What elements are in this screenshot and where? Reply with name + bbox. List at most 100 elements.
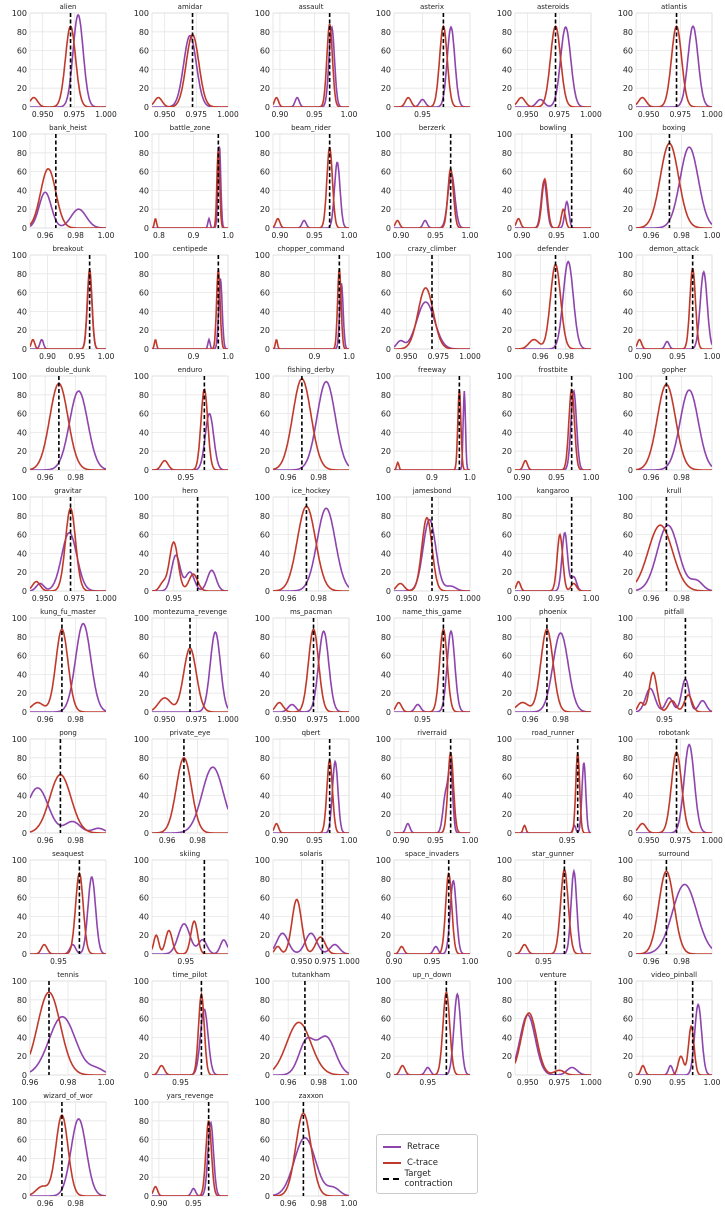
y-tick-label: 80 — [139, 1117, 149, 1126]
y-tick-label: 100 — [618, 9, 633, 18]
plot-frame — [29, 738, 107, 834]
y-tick-label: 0 — [22, 224, 27, 233]
subplot-title: chopper_command — [277, 245, 344, 253]
series-line-retrace — [394, 629, 470, 712]
y-tick-label: 20 — [623, 689, 633, 698]
y-tick-label: 60 — [623, 773, 633, 782]
subplot-title: gopher — [662, 366, 687, 374]
series-line-ctrace — [515, 628, 591, 712]
y-tick-label: 80 — [139, 391, 149, 400]
y-tick-label: 20 — [260, 84, 270, 93]
series-line-ctrace — [30, 871, 106, 954]
y-tick-label: 20 — [502, 326, 512, 335]
y-tick-label: 20 — [381, 689, 391, 698]
y-tick-label: 100 — [497, 130, 512, 139]
y-tick-label: 100 — [618, 856, 633, 865]
legend: Retrace C-trace Target contraction — [376, 1134, 478, 1194]
series-line-ctrace — [30, 167, 106, 228]
y-tick-label: 0 — [265, 1192, 270, 1201]
x-tick-label: 0.975 — [670, 110, 692, 119]
series-line-ctrace — [636, 671, 712, 712]
x-tick-label: 1.000 — [338, 957, 360, 966]
series-line-retrace — [30, 390, 106, 470]
y-tick-label: 40 — [260, 1033, 270, 1042]
subplot-amidar: 0 20 40 60 80 100 0.950 0.975 1.000 amidar — [134, 3, 239, 119]
y-tick-label: 40 — [17, 549, 27, 558]
y-tick-label: 0 — [386, 829, 391, 838]
y-tick-label: 60 — [623, 652, 633, 661]
y-tick-label: 0 — [628, 708, 633, 717]
y-tick-label: 40 — [502, 670, 512, 679]
series-line-ctrace — [152, 541, 228, 591]
plot-frame — [635, 12, 713, 108]
y-tick-label: 20 — [381, 931, 391, 940]
subplot-assault: 0 20 40 60 80 100 0.90 0.95 1.00 assault — [255, 3, 358, 119]
series-line-retrace — [152, 554, 228, 591]
x-tick-label: 0.950 — [517, 110, 539, 119]
y-tick-label: 40 — [260, 428, 270, 437]
x-tick-label: 1.00 — [341, 1078, 358, 1087]
subplot-enduro: 0 20 40 60 80 100 0.95 enduro — [134, 366, 229, 482]
y-tick-label: 100 — [255, 130, 270, 139]
y-tick-label: 0 — [628, 587, 633, 596]
x-tick-label: 0.95 — [165, 594, 182, 603]
series-line-ctrace — [30, 628, 106, 712]
subplot-pong: 0 20 40 60 80 100 0.96 0.98 pong — [12, 729, 107, 845]
series-line-ctrace — [152, 33, 228, 107]
y-tick-label: 100 — [255, 735, 270, 744]
series-line-retrace — [30, 876, 106, 954]
y-tick-label: 100 — [497, 251, 512, 260]
y-tick-label: 80 — [260, 1117, 270, 1126]
y-tick-label: 40 — [139, 1033, 149, 1042]
y-tick-label: 60 — [260, 894, 270, 903]
subplot-qbert: 0 20 40 60 80 100 0.90 0.95 1.00 qbert — [255, 729, 358, 845]
y-tick-label: 100 — [12, 735, 27, 744]
y-tick-label: 20 — [139, 84, 149, 93]
x-tick-label: 0.95 — [419, 1078, 436, 1087]
y-tick-label: 20 — [381, 568, 391, 577]
y-tick-label: 40 — [502, 791, 512, 800]
series-line-retrace — [152, 1008, 228, 1075]
y-tick-label: 40 — [502, 307, 512, 316]
y-tick-label: 20 — [139, 568, 149, 577]
series-line-ctrace — [30, 382, 106, 470]
y-tick-label: 80 — [17, 270, 27, 279]
x-tick-label: 1.00 — [341, 231, 358, 240]
subplot-boxing: 0 20 40 60 80 100 0.96 0.98 1.00 boxing — [618, 124, 721, 240]
y-tick-label: 40 — [623, 1033, 633, 1042]
subplot-road-runner: 0 20 40 60 80 100 0.95 road_runner — [497, 729, 592, 845]
x-tick-label: 0.96 — [643, 957, 660, 966]
subplot-title: centipede — [173, 245, 208, 253]
plot-frame — [635, 738, 713, 834]
y-tick-label: 60 — [139, 652, 149, 661]
subplot-tennis: 0 20 40 60 80 100 0.96 0.98 1.00 tennis — [12, 971, 115, 1087]
y-tick-label: 100 — [497, 372, 512, 381]
subplot-zaxxon: 0 20 40 60 80 100 0.96 0.98 1.00 zaxxon — [255, 1092, 358, 1208]
series-line-ctrace — [273, 378, 349, 470]
series-line-ctrace — [273, 1112, 349, 1196]
y-tick-label: 80 — [17, 149, 27, 158]
y-tick-label: 100 — [376, 9, 391, 18]
y-tick-label: 60 — [502, 894, 512, 903]
y-tick-label: 40 — [260, 791, 270, 800]
x-tick-label: 1.00 — [462, 957, 479, 966]
subplot-double-dunk: 0 20 40 60 80 100 0.96 0.98 double_dunk — [12, 366, 107, 482]
subplot-title: yars_revenge — [166, 1092, 213, 1100]
y-tick-label: 20 — [623, 84, 633, 93]
series-line-retrace — [394, 25, 470, 107]
series-line-retrace — [515, 260, 591, 349]
y-tick-label: 100 — [134, 735, 149, 744]
x-tick-label: 0.98 — [60, 1078, 77, 1087]
y-tick-label: 40 — [623, 307, 633, 316]
y-tick-label: 80 — [17, 996, 27, 1005]
y-tick-label: 0 — [22, 1192, 27, 1201]
x-tick-label: 0.96 — [280, 1199, 297, 1208]
series-line-ctrace — [152, 269, 228, 349]
y-tick-label: 0 — [386, 224, 391, 233]
y-tick-label: 40 — [17, 670, 27, 679]
y-tick-label: 40 — [139, 912, 149, 921]
plot-frame — [29, 1101, 107, 1197]
subplot-title: kung_fu_master — [40, 608, 96, 616]
y-tick-label: 0 — [628, 345, 633, 354]
y-tick-label: 100 — [497, 735, 512, 744]
